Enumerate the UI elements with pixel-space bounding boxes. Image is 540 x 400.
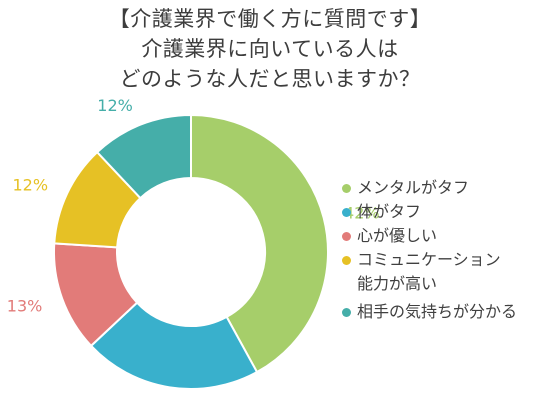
legend-label: メンタルがタフ — [357, 178, 470, 197]
chart-title-line: どのような人だと思いますか？ — [119, 67, 421, 91]
chart-title-line: 【介護業界で働く方に質問です】 — [108, 7, 432, 31]
legend-swatch — [342, 308, 351, 317]
chart-legend: メンタルがタフ 体がタフ心が優しいコミュニケーション 能力が高い相手の気持ちが分か… — [341, 176, 539, 324]
chart-title: 【介護業界で働く方に質問です】 介護業界に向いている人は どのような人だと思いま… — [0, 4, 540, 94]
legend-label: コミュニケーション 能力が高い — [357, 250, 501, 293]
legend-swatch — [342, 208, 351, 217]
legend-swatch — [342, 184, 351, 193]
legend-item: メンタルがタフ — [341, 176, 539, 200]
legend-label: 心が優しい — [357, 226, 438, 245]
slice-value-label: 13% — [7, 297, 43, 316]
legend-label: 相手の気持ちが分かる — [357, 302, 518, 321]
chart-title-line: 介護業界に向いている人は — [141, 37, 399, 61]
slice-value-label: 42% — [344, 204, 380, 223]
slice-value-label: 12% — [12, 176, 48, 195]
donut-slice — [190, 113, 329, 374]
donut-slice — [89, 301, 259, 390]
donut-slice — [95, 113, 192, 200]
legend-label: 体がタフ — [357, 202, 422, 221]
slice-value-label: 12% — [97, 96, 133, 115]
legend-swatch — [342, 256, 351, 265]
legend-item: 相手の気持ちが分かる — [341, 300, 539, 324]
legend-item: 体がタフ — [341, 200, 539, 224]
legend-item: 心が優しい — [341, 224, 539, 248]
legend-swatch — [342, 232, 351, 241]
legend-item: コミュニケーション 能力が高い — [341, 248, 539, 296]
